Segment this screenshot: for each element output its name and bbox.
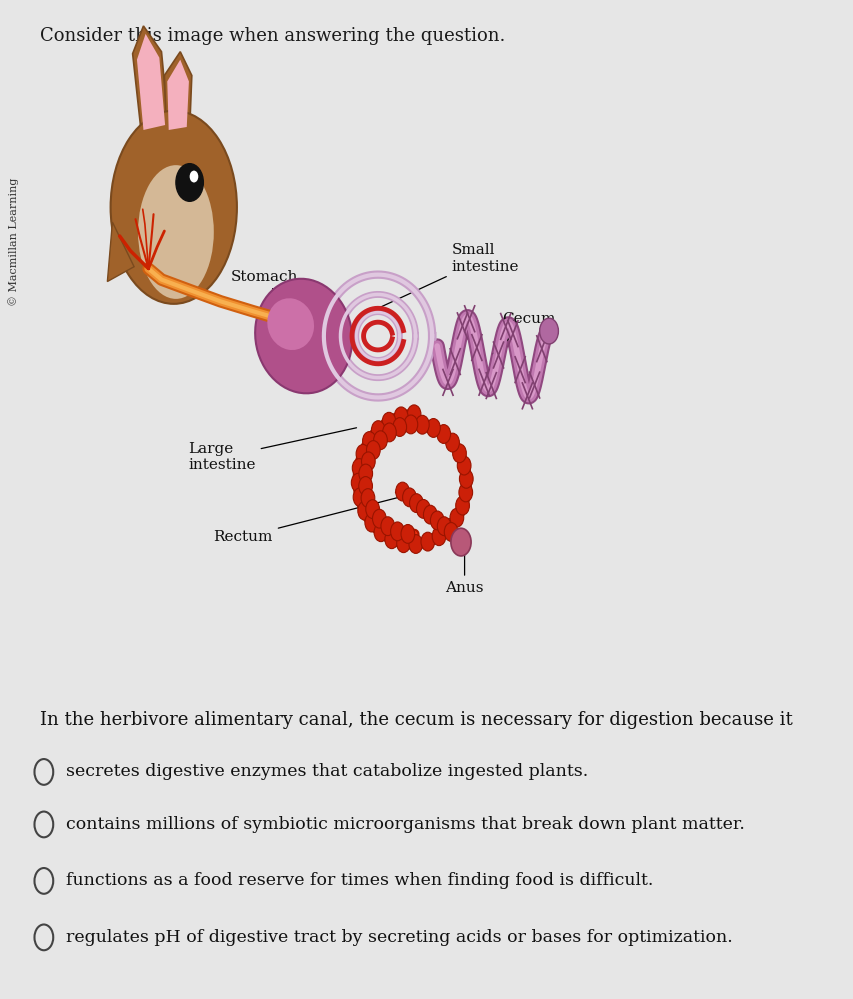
Circle shape <box>409 494 423 512</box>
Circle shape <box>403 415 417 434</box>
Ellipse shape <box>267 299 314 350</box>
Polygon shape <box>167 60 189 130</box>
Circle shape <box>401 524 415 543</box>
Circle shape <box>407 405 421 424</box>
Circle shape <box>357 501 371 520</box>
Circle shape <box>364 513 378 531</box>
Circle shape <box>358 465 372 483</box>
Ellipse shape <box>138 165 213 299</box>
Text: In the herbivore alimentary canal, the cecum is necessary for digestion because : In the herbivore alimentary canal, the c… <box>40 711 792 729</box>
Circle shape <box>374 431 387 450</box>
Circle shape <box>380 516 394 535</box>
Circle shape <box>351 474 364 493</box>
Circle shape <box>430 511 444 529</box>
Text: functions as a food reserve for times when finding food is difficult.: functions as a food reserve for times wh… <box>66 872 653 889</box>
Circle shape <box>437 516 450 535</box>
Circle shape <box>437 425 450 444</box>
Circle shape <box>432 526 445 545</box>
Text: Anus: Anus <box>444 547 484 594</box>
Circle shape <box>371 421 385 440</box>
Circle shape <box>423 505 437 524</box>
Text: secretes digestive enzymes that catabolize ingested plants.: secretes digestive enzymes that cataboli… <box>66 763 587 780</box>
Circle shape <box>356 445 369 464</box>
Circle shape <box>458 483 472 501</box>
Circle shape <box>363 432 376 451</box>
Circle shape <box>366 441 380 460</box>
Circle shape <box>445 434 459 452</box>
Circle shape <box>372 509 386 528</box>
Circle shape <box>365 500 379 518</box>
Circle shape <box>382 423 396 442</box>
Text: Small
intestine: Small intestine <box>378 244 519 308</box>
Circle shape <box>415 416 429 435</box>
Circle shape <box>382 413 396 432</box>
Circle shape <box>409 534 422 553</box>
Circle shape <box>392 418 406 437</box>
Circle shape <box>452 444 466 463</box>
Circle shape <box>539 319 558 344</box>
Polygon shape <box>132 26 169 133</box>
Text: Rectum: Rectum <box>213 496 407 544</box>
Polygon shape <box>107 222 134 282</box>
Circle shape <box>396 533 410 552</box>
Circle shape <box>459 470 473 489</box>
Circle shape <box>450 508 463 527</box>
Text: regulates pH of digestive tract by secreting acids or bases for optimization.: regulates pH of digestive tract by secre… <box>66 929 731 946</box>
Text: Cecum: Cecum <box>493 312 554 354</box>
Polygon shape <box>136 34 165 130</box>
Circle shape <box>358 477 372 496</box>
Circle shape <box>426 419 440 438</box>
Polygon shape <box>164 52 192 133</box>
Circle shape <box>402 488 416 506</box>
Circle shape <box>444 522 457 541</box>
Circle shape <box>361 489 374 507</box>
Circle shape <box>189 171 198 183</box>
Circle shape <box>176 164 203 202</box>
Circle shape <box>456 497 469 515</box>
Circle shape <box>416 500 430 518</box>
Text: Large
intestine: Large intestine <box>188 428 356 473</box>
Text: © Macmillan Learning: © Macmillan Learning <box>9 178 19 306</box>
Text: contains millions of symbiotic microorganisms that break down plant matter.: contains millions of symbiotic microorga… <box>66 816 744 833</box>
Ellipse shape <box>111 111 236 304</box>
Circle shape <box>395 483 409 500</box>
Text: Stomach: Stomach <box>230 270 299 327</box>
Circle shape <box>352 459 366 478</box>
Circle shape <box>390 521 403 540</box>
Ellipse shape <box>255 279 351 394</box>
Text: Consider this image when answering the question.: Consider this image when answering the q… <box>40 27 505 45</box>
Circle shape <box>456 457 471 475</box>
Circle shape <box>421 532 434 551</box>
Circle shape <box>361 452 374 471</box>
Circle shape <box>394 407 408 426</box>
Circle shape <box>374 522 387 541</box>
Circle shape <box>450 528 471 556</box>
Circle shape <box>353 488 367 506</box>
Circle shape <box>442 518 456 537</box>
Circle shape <box>385 529 398 548</box>
